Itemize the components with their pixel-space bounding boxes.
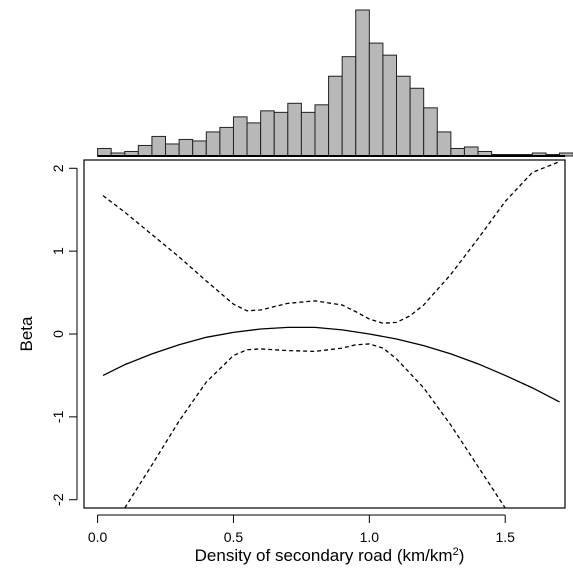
histogram-bar [165,143,180,157]
histogram-bar [192,140,207,157]
histogram-bar [246,122,262,157]
y-tick-label: 2 [50,164,66,172]
histogram-bar [232,116,248,157]
histogram-bar [178,138,194,157]
histogram-bar [409,87,425,157]
histogram-bar [273,111,289,157]
histogram-bar [328,75,343,157]
y-tick-label: 1 [50,247,66,255]
plot-frame [83,159,566,509]
histogram-bar [436,131,452,157]
estimate-line [102,326,560,403]
x-axis: 0.0 0.5 1.0 1.5 [88,514,515,545]
histogram [97,9,573,157]
x-axis-title-main: Density of secondary road (km/km [195,546,453,565]
histogram-bar [382,54,398,157]
histogram-bar [260,110,275,157]
histogram-bar [97,147,112,157]
x-tick-label: 1.0 [360,529,380,545]
x-axis-title-suffix: ) [459,546,465,565]
histogram-bar [355,9,370,157]
y-tick-label: 0 [50,330,66,338]
histogram-bar [314,104,330,157]
y-tick-label: -2 [50,493,66,506]
x-axis-title: Density of secondary road (km/km2) [195,546,465,565]
curve-layer [102,161,560,508]
confidence-bound-line [102,161,560,324]
histogram-bar [463,146,479,157]
histogram-bar [300,111,316,157]
histogram-bar [341,56,357,157]
x-axis-title-superscript: 2 [453,546,459,558]
y-axis-title: Beta [17,316,36,352]
x-tick-label: 0.5 [224,529,244,545]
x-tick-label: 1.5 [495,529,515,545]
histogram-bar [368,42,384,157]
histogram-bar [559,152,573,157]
histogram-bar [151,135,167,157]
histogram-bar [287,102,302,157]
confidence-bound-line [124,343,506,508]
histogram-bar [423,107,438,157]
histogram-bar [219,126,234,157]
y-axis: -2 -1 0 1 2 [50,164,78,506]
histogram-bar [137,144,153,157]
histogram-bar [396,75,411,157]
x-tick-label: 0.0 [88,529,108,545]
y-tick-label: -1 [50,410,66,423]
histogram-bar [450,147,465,157]
histogram-bar [205,131,221,157]
